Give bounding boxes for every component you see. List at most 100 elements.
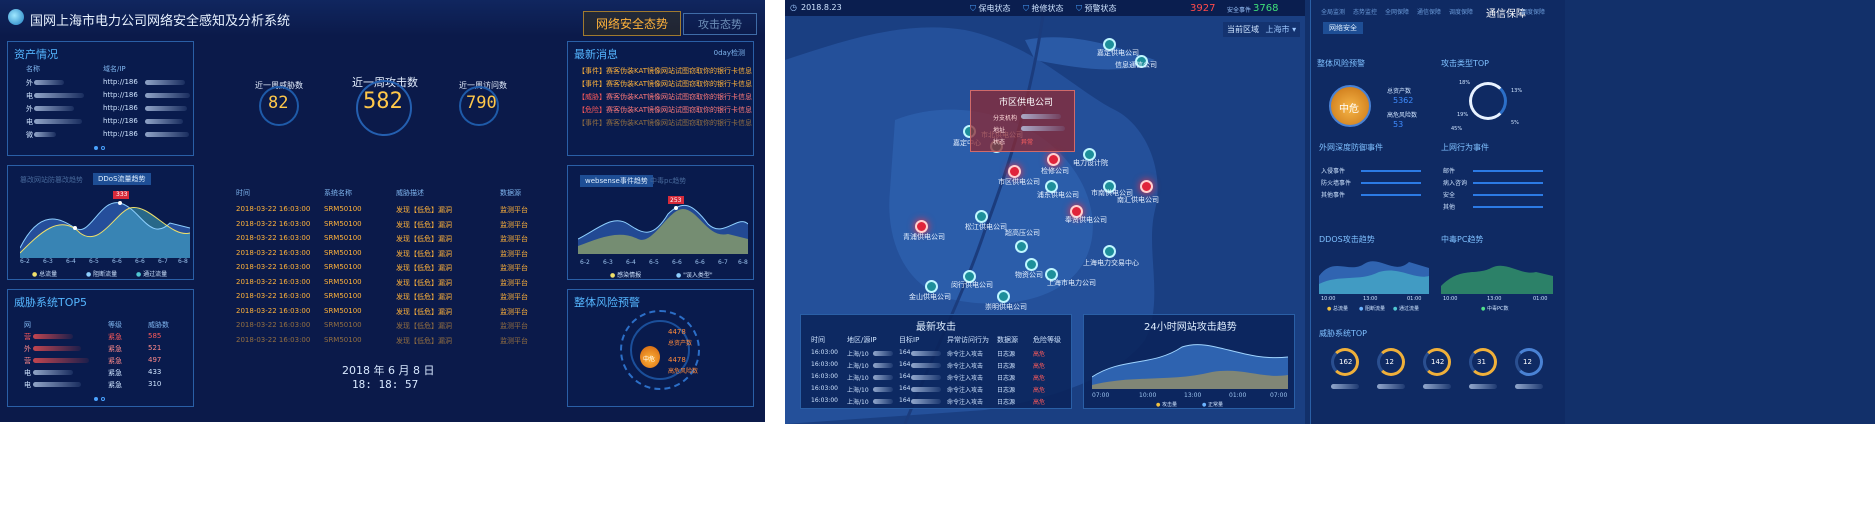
threat-header: 威胁数 xyxy=(148,321,169,329)
asset-url[interactable]: http://186 xyxy=(103,78,138,86)
status-tab[interactable]: ⛉ 抢修状态 xyxy=(1023,4,1064,13)
pager-dot-active[interactable] xyxy=(94,397,98,401)
sidebar-tab[interactable]: 调度保障 xyxy=(1449,9,1474,16)
ddos-tab-inactive[interactable]: 篡改网站防篡改趋势 xyxy=(20,176,83,184)
map-label: 青浦供电公司 xyxy=(903,233,945,241)
map-marker[interactable] xyxy=(925,280,938,293)
attack-cell-blur xyxy=(911,375,941,380)
map-marker[interactable] xyxy=(1140,180,1153,193)
stat-visits-ring xyxy=(459,86,499,126)
map-marker[interactable] xyxy=(1045,180,1058,193)
status-tab[interactable]: ⛉ 预警状态 xyxy=(1076,4,1117,13)
events-cell: 发现【低危】漏洞 xyxy=(396,235,452,243)
top-gauge-label-blur xyxy=(1515,384,1543,389)
sidebar-ddos-legend: ● 通过流量 xyxy=(1393,306,1419,312)
events-cell: SRM50100 xyxy=(324,205,362,213)
status-tab[interactable]: ⛉ 保电状态 xyxy=(970,4,1011,13)
news-item[interactable]: 【事件】赛客伪装KAT镜像网站试图窃取你的银行卡信息 xyxy=(578,118,752,128)
sidebar-ddos-title: DDOS攻击趋势 xyxy=(1319,235,1375,244)
events-cell: 2018-03-22 16:03:00 xyxy=(236,263,311,271)
asset-url[interactable]: http://186 xyxy=(103,91,138,99)
map-label: 松江供电公司 xyxy=(965,223,1007,231)
asset-name-blur xyxy=(34,132,56,137)
websense-legend-item: ● "误入类型" xyxy=(676,272,713,279)
attack-type-pct: 45% xyxy=(1451,126,1463,132)
int-item-bar xyxy=(1473,194,1543,196)
map-marker[interactable] xyxy=(1008,165,1021,178)
sidebar-tab[interactable]: 通信保障 xyxy=(1486,9,1526,20)
ddos-line-1 xyxy=(20,202,190,249)
sidebar-tab[interactable]: 调度保障 xyxy=(1521,9,1546,16)
map-marker[interactable] xyxy=(1103,180,1116,193)
events-cell: 监测平台 xyxy=(500,293,528,301)
websense-tab-active[interactable]: websense事件趋势 xyxy=(580,175,653,187)
sidebar-high-value: 53 xyxy=(1393,120,1404,129)
asset-url[interactable]: http://186 xyxy=(103,117,138,125)
tab-network-security[interactable]: 网络安全态势 xyxy=(583,11,682,36)
tab-attack[interactable]: 攻击态势 xyxy=(683,13,757,35)
sidebar-risk-gauge xyxy=(1329,85,1371,127)
count-b: 3768 xyxy=(1253,3,1279,14)
ddos-area-1 xyxy=(20,202,190,258)
pc-trend-area xyxy=(1441,265,1553,294)
ddos-tab-active[interactable]: DDoS流量趋势 xyxy=(93,173,151,185)
count-a: 3927 xyxy=(1190,3,1216,14)
threat-name-blur xyxy=(33,334,73,339)
map-marker[interactable] xyxy=(963,270,976,283)
map-marker[interactable] xyxy=(1135,55,1148,68)
ddos-chart xyxy=(20,191,190,258)
pager-dot[interactable] xyxy=(101,146,105,150)
map-marker[interactable] xyxy=(1025,258,1038,271)
sidebar-tab[interactable]: 全局监测 xyxy=(1321,9,1346,16)
map-label: 金山供电公司 xyxy=(909,293,951,301)
websense-x-tick: 6-3 xyxy=(603,259,613,266)
attack-cell: 16:03:00 xyxy=(811,373,838,380)
sidebar-tab[interactable]: 态势监控 xyxy=(1353,9,1378,16)
pager-dot-active[interactable] xyxy=(94,146,98,150)
news-item[interactable]: 【威胁】赛客伪装KAT镜像网站试图窃取你的银行卡信息 xyxy=(578,92,752,102)
pager-dot[interactable] xyxy=(101,397,105,401)
events-table: 时间 系统名称 威胁描述 数据源 2018-03-22 16:03:00 SRM5… xyxy=(230,188,560,345)
map-marker[interactable] xyxy=(1015,240,1028,253)
map-label: 市南供电公司 xyxy=(1091,189,1133,197)
trend24-x-tick: 10:00 xyxy=(1139,392,1157,399)
map-label: 市区供电公司 xyxy=(998,178,1040,186)
map-marker[interactable] xyxy=(915,220,928,233)
events-cell: 2018-03-22 16:03:00 xyxy=(236,335,311,344)
map-marker[interactable] xyxy=(1070,205,1083,218)
sidebar-tab[interactable]: 通信保障 xyxy=(1417,9,1442,16)
news-badge[interactable]: 0day检测 xyxy=(713,49,745,57)
company-popup[interactable]: 市区供电公司 分支机构 地址 状态 异常 xyxy=(970,90,1075,152)
news-item[interactable]: 【危险】赛客伪装KAT镜像网站试图窃取你的银行卡信息 xyxy=(578,105,752,115)
attack-cell: 日志源 xyxy=(997,375,1016,382)
top-date: 2018.8.23 xyxy=(801,3,842,12)
threat-count: 585 xyxy=(148,332,162,340)
attack-cell: 上海/10 xyxy=(847,363,869,370)
map-marker[interactable] xyxy=(975,210,988,223)
map-marker[interactable] xyxy=(1083,148,1096,161)
assets-title: 资产情况 xyxy=(14,48,58,61)
websense-tab-inactive[interactable]: 中毒pc趋势 xyxy=(650,177,687,185)
asset-url[interactable]: http://186 xyxy=(103,130,138,138)
sidebar-asset-label: 总资产数 xyxy=(1387,88,1412,95)
sub-tab-network-security[interactable]: 网络安全 xyxy=(1323,22,1363,34)
sidebar-tab[interactable]: 全网保障 xyxy=(1385,9,1410,16)
map-marker[interactable] xyxy=(1103,245,1116,258)
map-marker[interactable] xyxy=(1103,38,1116,51)
ddos-legend-item: ● 总流量 xyxy=(32,271,58,278)
threat-name: 电 xyxy=(24,381,31,389)
map-marker[interactable] xyxy=(1047,153,1060,166)
news-item[interactable]: 【事件】赛客伪装KAT镜像网站试图窃取你的银行卡信息 xyxy=(578,79,752,89)
attack-cell: 高危 xyxy=(1033,399,1046,406)
attack-cell: 高危 xyxy=(1033,351,1046,358)
attack-cell: 上海/10 xyxy=(847,387,869,394)
map-marker[interactable] xyxy=(1045,268,1058,281)
news-item[interactable]: 【事件】赛客伪装KAT镜像网站试图窃取你的银行卡信息 xyxy=(578,66,752,76)
attack-cell: 高危 xyxy=(1033,387,1046,394)
region-selector[interactable]: 当前区域 上海市 ▾ xyxy=(1223,22,1301,37)
events-cell: 发现【低危】漏洞 xyxy=(396,322,452,330)
asset-url[interactable]: http://186 xyxy=(103,104,138,112)
sidebar-ddos-legend: ● 总流量 xyxy=(1327,306,1348,312)
asset-name-blur xyxy=(34,119,82,124)
map-marker[interactable] xyxy=(997,290,1010,303)
